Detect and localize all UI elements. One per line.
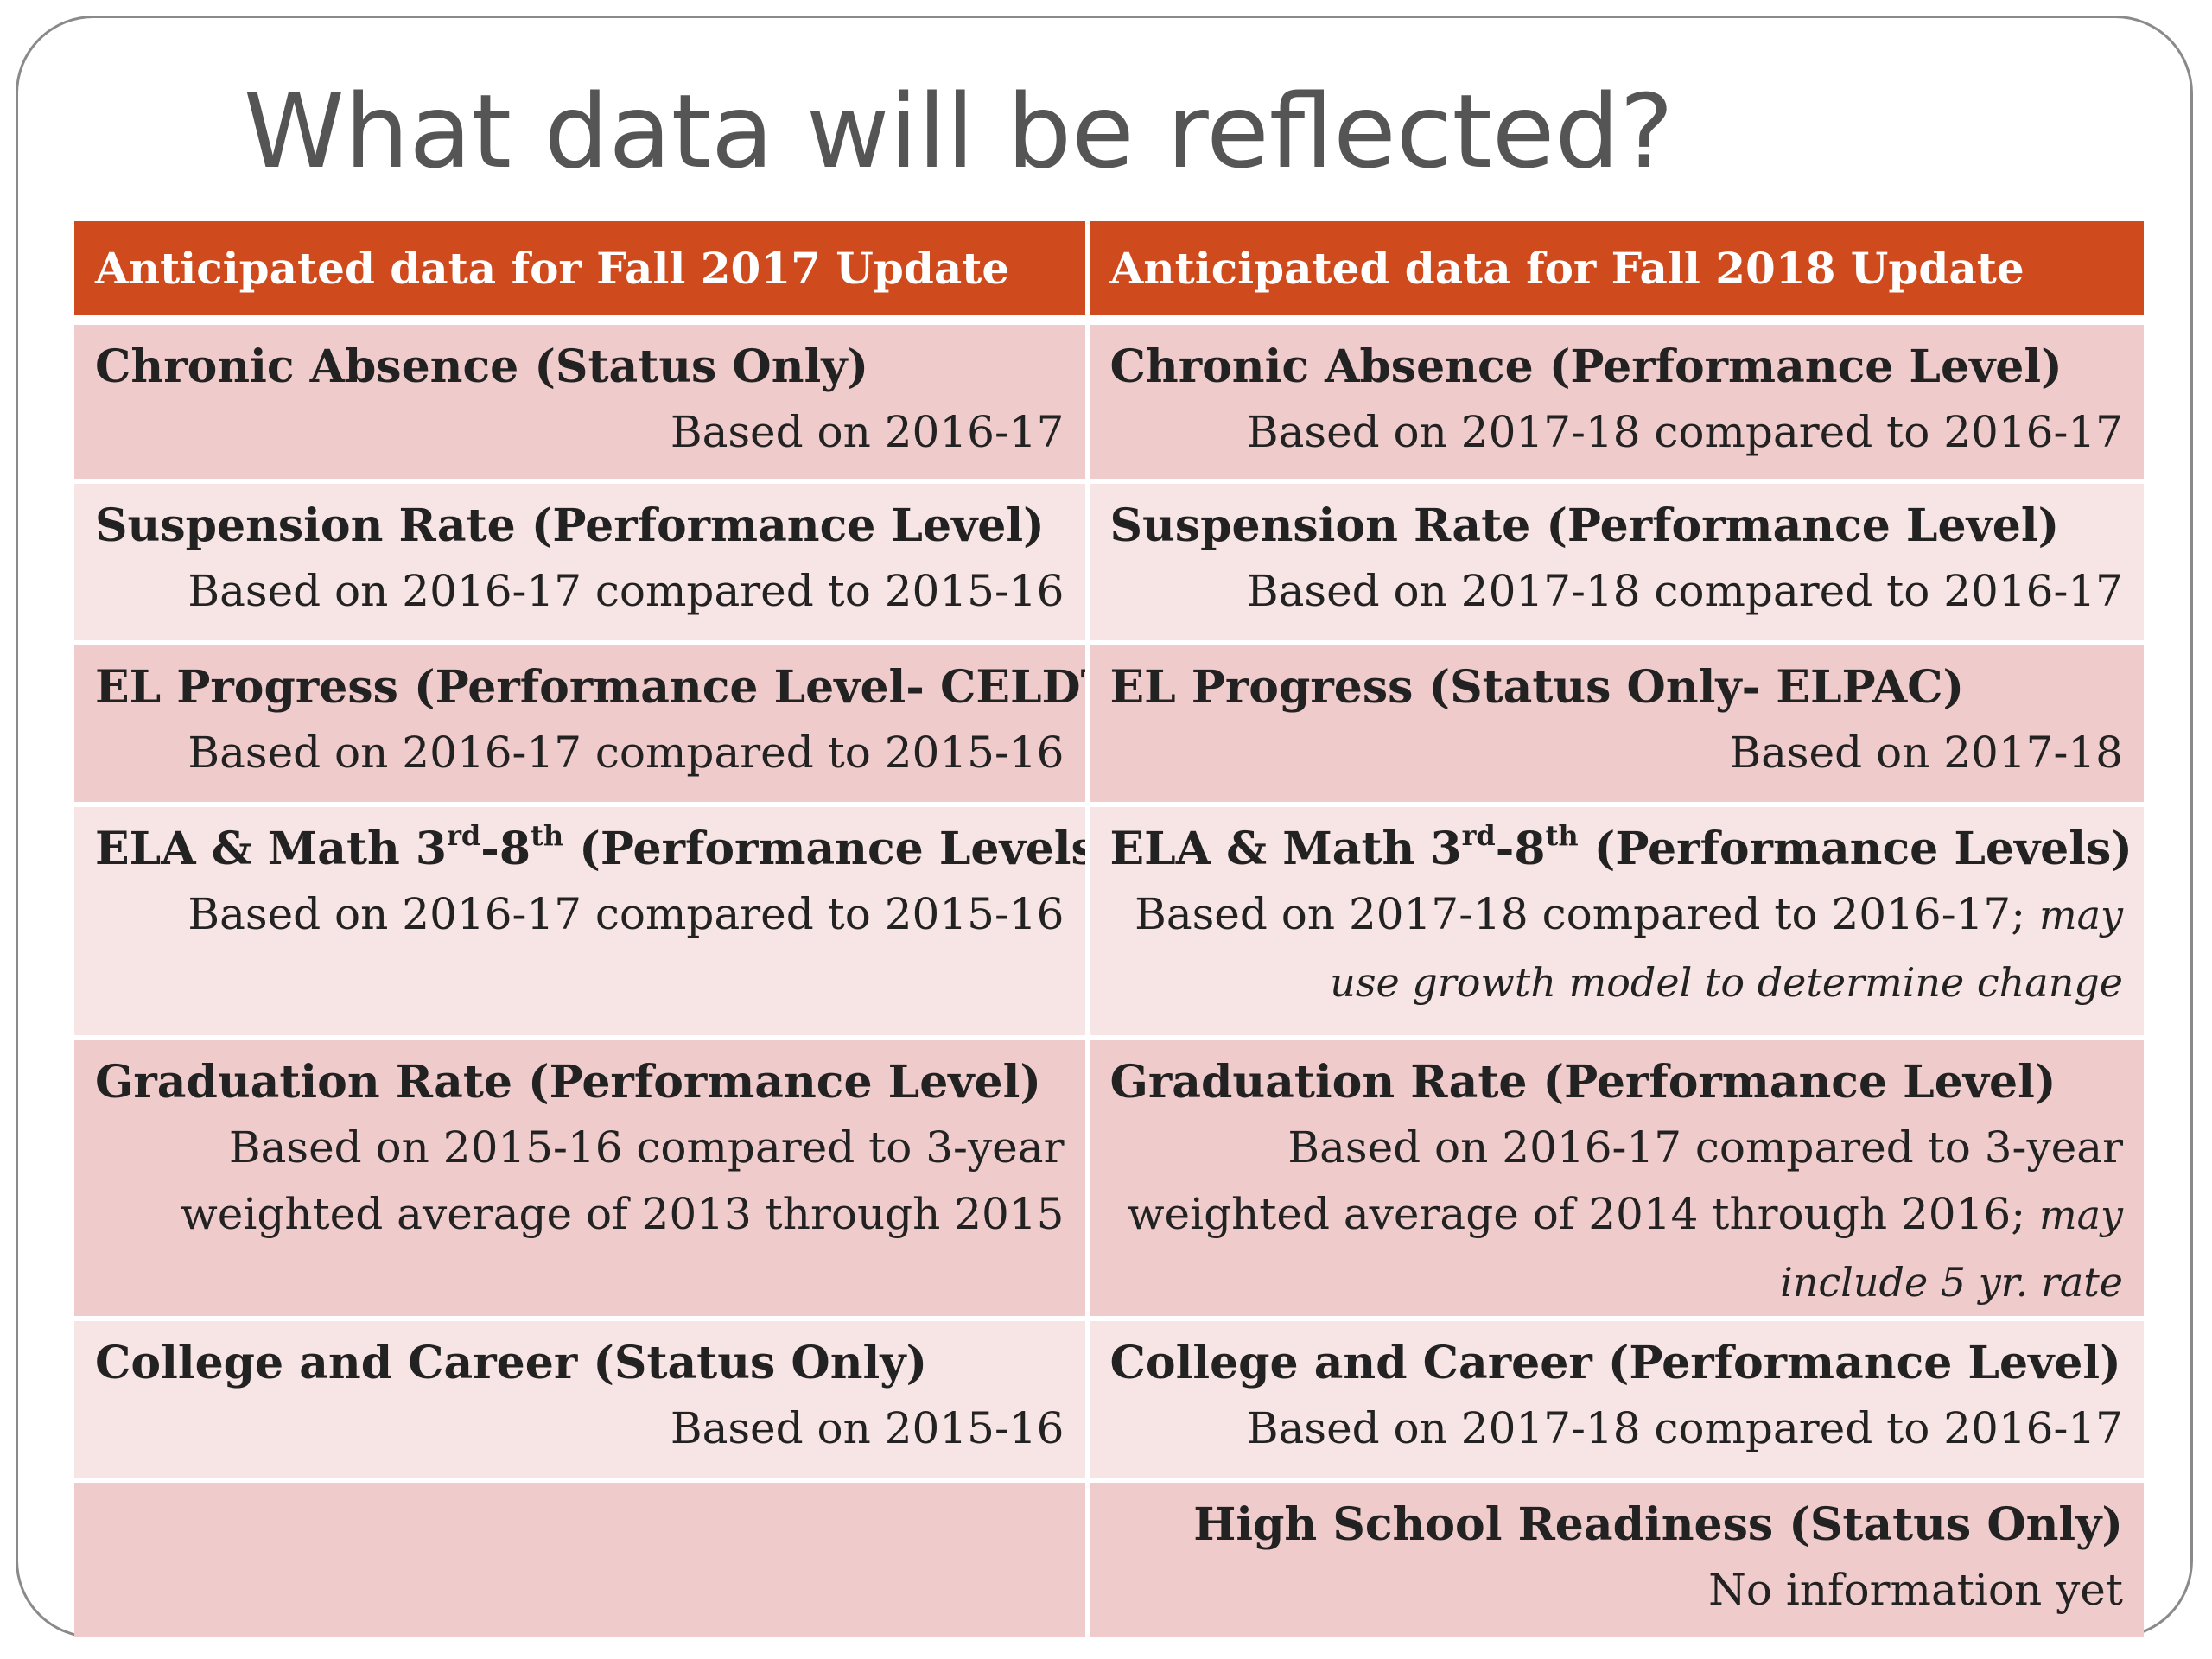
metric-detail: Based on 2016-17 compared to 3-year weig… — [1110, 1115, 2123, 1313]
table-row: ELA & Math 3rd-8th (Performance Levels) … — [74, 804, 2144, 1040]
metric-detail: No information yet — [1708, 1565, 2123, 1615]
table-row: Graduation Rate (Performance Level) Base… — [74, 1038, 2144, 1321]
metric-detail: Based on 2017-18 compared to 2016-17; ma… — [1110, 881, 2123, 1016]
table-cell-2017: Suspension Rate (Performance Level) Base… — [74, 481, 1090, 645]
metric-note: may use growth model to determine change — [1330, 892, 2123, 1006]
table-row: Suspension Rate (Performance Level) Base… — [74, 481, 2144, 645]
table-cell-2017: Chronic Absence (Status Only) Based on 2… — [74, 320, 1090, 484]
table-cell-2017-empty — [74, 1480, 1090, 1643]
metric-title: College and Career (Status Only) — [95, 1337, 928, 1389]
slide-title: What data will be reflected? — [244, 72, 1674, 191]
table-cell-2017: Graduation Rate (Performance Level) Base… — [74, 1038, 1090, 1321]
metric-title: EL Progress (Status Only- ELPAC) — [1109, 661, 1965, 714]
metric-detail: Based on 2017-18 compared to 2016-17 — [1246, 566, 2123, 616]
metric-title-part: -8 — [1495, 823, 1546, 875]
metric-title-part: (Performance Levels) — [1578, 823, 2133, 875]
metric-title-part: (Performance Levels) — [563, 823, 1087, 875]
metric-detail: Based on 2017-18 compared to 2016-17 — [1246, 1403, 2123, 1453]
metric-title-part: ELA & Math 3 — [1109, 823, 1462, 875]
metric-title-part: ELA & Math 3 — [95, 823, 448, 875]
metric-title: ELA & Math 3rd-8th (Performance Levels) — [1109, 817, 2133, 881]
metric-detail: Based on 2016-17 compared to 2015-16 — [188, 566, 1065, 616]
table-cell-2017: College and Career (Status Only) Based o… — [74, 1319, 1090, 1483]
table-cell-2018: Suspension Rate (Performance Level) Base… — [1087, 481, 2144, 645]
ordinal-superscript: th — [531, 819, 564, 852]
ordinal-superscript: rd — [447, 819, 481, 852]
metric-title: Graduation Rate (Performance Level) — [95, 1056, 1041, 1109]
table-row: College and Career (Status Only) Based o… — [74, 1319, 2144, 1483]
table-row: High School Readiness (Status Only) No i… — [74, 1480, 2144, 1643]
metric-detail-text: Based on 2016-17 compared to 3-year weig… — [1127, 1122, 2123, 1239]
table-cell-2018: EL Progress (Status Only- ELPAC) Based o… — [1087, 643, 2144, 807]
table-header-row: Anticipated data for Fall 2017 Update An… — [74, 221, 2144, 325]
metric-title: Suspension Rate (Performance Level) — [1109, 499, 2060, 552]
metric-detail-text: Based on 2017-18 compared to 2016-17; — [1135, 889, 2026, 939]
ordinal-superscript: th — [1545, 819, 1579, 852]
metric-title: ELA & Math 3rd-8th (Performance Levels) — [95, 817, 1083, 881]
header-fall-2017: Anticipated data for Fall 2017 Update — [74, 221, 1090, 325]
metric-title: Chronic Absence (Performance Level) — [1109, 340, 2063, 393]
ordinal-superscript: rd — [1461, 819, 1496, 852]
metric-detail: Based on 2015-16 — [670, 1403, 1065, 1453]
metric-detail: Based on 2017-18 — [1729, 728, 2123, 778]
table-cell-2018: Graduation Rate (Performance Level) Base… — [1087, 1038, 2144, 1321]
data-comparison-table: Anticipated data for Fall 2017 Update An… — [74, 221, 2144, 1643]
metric-title: Graduation Rate (Performance Level) — [1109, 1056, 2056, 1109]
metric-detail: Based on 2016-17 — [670, 407, 1065, 457]
header-fall-2018: Anticipated data for Fall 2018 Update — [1087, 221, 2144, 325]
table-cell-2018: Chronic Absence (Performance Level) Base… — [1087, 320, 2144, 484]
metric-title: Chronic Absence (Status Only) — [95, 340, 869, 393]
metric-title: Suspension Rate (Performance Level) — [95, 499, 1045, 552]
metric-title: EL Progress (Performance Level- CELDT) — [95, 661, 1087, 714]
metric-title-part: -8 — [480, 823, 531, 875]
table-cell-2017: EL Progress (Performance Level- CELDT) B… — [74, 643, 1090, 807]
metric-title: College and Career (Performance Level) — [1109, 1337, 2121, 1389]
metric-detail: Based on 2016-17 compared to 2015-16 — [188, 728, 1065, 778]
table-cell-2018: College and Career (Performance Level) B… — [1087, 1319, 2144, 1483]
metric-detail: Based on 2015-16 compared to 3-year weig… — [180, 1122, 1065, 1239]
table-row: EL Progress (Performance Level- CELDT) B… — [74, 643, 2144, 807]
metric-detail: Based on 2016-17 compared to 2015-16 — [188, 889, 1065, 939]
table-cell-2018: High School Readiness (Status Only) No i… — [1087, 1480, 2144, 1643]
metric-detail: Based on 2017-18 compared to 2016-17 — [1246, 407, 2123, 457]
table-cell-2018: ELA & Math 3rd-8th (Performance Levels) … — [1087, 804, 2144, 1040]
metric-note: may include 5 yr. rate — [1780, 1192, 2123, 1306]
metric-title: High School Readiness (Status Only) — [1193, 1498, 2123, 1551]
table-cell-2017: ELA & Math 3rd-8th (Performance Levels) … — [74, 804, 1090, 1040]
table-row: Chronic Absence (Status Only) Based on 2… — [74, 320, 2144, 484]
